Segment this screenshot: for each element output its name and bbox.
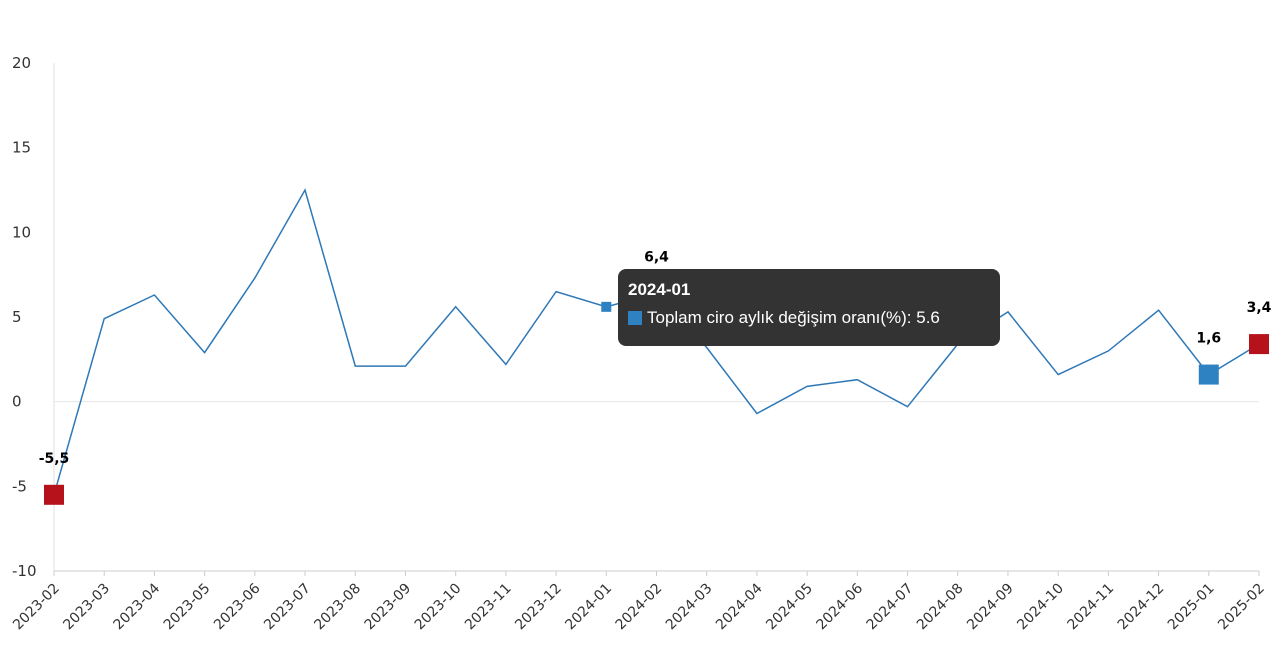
x-tick-label: 2023-11 — [462, 581, 515, 634]
tooltip-value: Toplam ciro aylık değişim oranı(%): 5.6 — [647, 308, 940, 327]
x-tick-label: 2024-05 — [763, 581, 816, 634]
y-tick-label: 5 — [12, 308, 22, 326]
x-tick-label: 2023-08 — [311, 581, 364, 634]
y-tick-label: 0 — [12, 393, 22, 411]
x-tick-label: 2024-03 — [663, 581, 716, 634]
x-tick-label: 2023-12 — [512, 581, 565, 634]
tooltip-row: Toplam ciro aylık değişim oranı(%): 5.6 — [628, 306, 990, 330]
x-tick-label: 2024-08 — [914, 581, 967, 634]
data-labels-group: -5,5 6,4 1,6 3,4 — [39, 249, 1272, 467]
x-tick-label: 2025-02 — [1215, 581, 1268, 634]
x-tick-label: 2023-07 — [261, 581, 314, 634]
data-label: -5,5 — [39, 451, 70, 467]
y-tick-label: -10 — [12, 562, 37, 580]
x-tick-label: 2024-11 — [1065, 581, 1118, 634]
data-label: 3,4 — [1247, 300, 1272, 316]
highlight-point-marker — [1249, 334, 1269, 355]
tooltip-title: 2024-01 — [628, 280, 691, 299]
x-tick-label: 2023-04 — [111, 580, 164, 633]
y-tick-label: 10 — [12, 223, 31, 241]
x-tick-label: 2023-06 — [211, 580, 264, 633]
data-label: 1,6 — [1196, 331, 1221, 347]
highlight-point-marker — [44, 484, 64, 505]
y-tick-label: 15 — [12, 139, 31, 157]
x-tick-label: 2024-12 — [1115, 581, 1168, 634]
x-tick-label: 2024-10 — [1014, 581, 1067, 634]
y-tick-label: 20 — [12, 54, 31, 72]
x-tick-label: 2024-06 — [813, 580, 866, 633]
tooltip: 2024-01 Toplam ciro aylık değişim oranı(… — [618, 269, 1000, 346]
x-tick-label: 2024-09 — [964, 581, 1017, 634]
highlight-point-marker — [1198, 364, 1219, 385]
x-tick-label: 2023-02 — [10, 581, 63, 634]
x-axis: 2023-022023-032023-042023-052023-062023-… — [10, 570, 1268, 634]
x-tick-label: 2023-09 — [362, 581, 415, 634]
x-tick-label: 2024-02 — [613, 581, 666, 634]
data-label: 6,4 — [644, 249, 669, 265]
x-tick-label: 2024-07 — [864, 581, 917, 634]
x-tick-label: 2024-04 — [713, 580, 766, 633]
x-tick-label: 2024-01 — [562, 581, 615, 634]
x-tick-label: 2023-10 — [412, 581, 465, 634]
y-tick-label: -5 — [12, 477, 27, 495]
x-tick-label: 2023-03 — [60, 581, 113, 634]
hover-point-marker — [601, 301, 612, 312]
x-tick-label: 2023-05 — [161, 581, 214, 634]
tooltip-swatch — [628, 311, 642, 325]
x-tick-label: 2025-01 — [1165, 581, 1218, 634]
